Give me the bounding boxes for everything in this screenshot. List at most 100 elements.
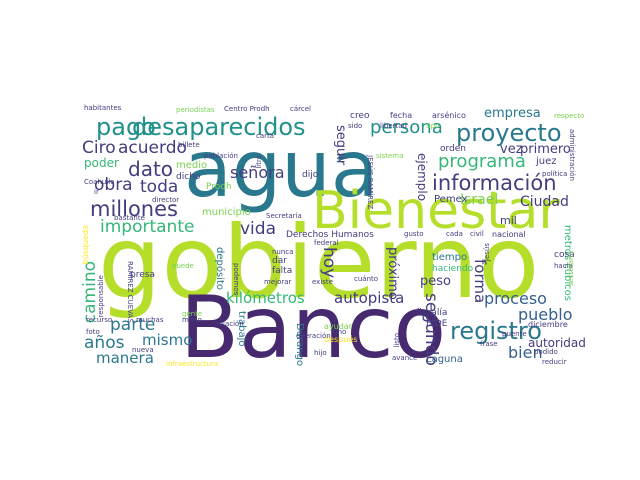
word-responsable: responsable <box>97 275 105 318</box>
word-jesus-ramirez: JESÚS RAMÍREZ <box>366 155 374 210</box>
word-segundo: segundo <box>421 293 441 366</box>
word-podemos: podemos <box>232 263 240 296</box>
word-millones: millones <box>90 197 178 221</box>
word-banco: Banco <box>180 278 447 370</box>
word-litro: litro <box>255 155 263 169</box>
word-orden: orden <box>440 144 467 154</box>
word-gente: gente <box>182 310 203 318</box>
word-agua: agua <box>184 125 379 215</box>
word-derechos-humanos: Derechos Humanos <box>286 230 374 240</box>
word-poblacion: población <box>204 152 238 160</box>
word-acuerdo: acuerdo <box>118 138 187 158</box>
word-hacia: hacia <box>554 262 573 270</box>
word-prodh: Prodh <box>206 182 232 192</box>
word-cuanto: cuánto <box>354 275 379 283</box>
word-parte: parte <box>110 315 156 335</box>
word-diciembre: diciembre <box>528 320 568 329</box>
word-proyecto: proyecto <box>456 119 562 147</box>
word-proximo: próximo <box>385 247 400 300</box>
word-metros-cubicos: metros cúbicos <box>562 225 573 302</box>
word-hoy: hoy <box>319 247 339 279</box>
word-ejemplo: ejemplo <box>415 153 429 202</box>
word-carcel: cárcel <box>290 105 311 113</box>
word-coahuila: Coahuila <box>84 178 115 186</box>
word-seguir: seguir <box>333 125 348 166</box>
word-trabajo: trabajo <box>236 311 247 347</box>
word-hijo: hijo <box>314 349 327 357</box>
word-senora: señora <box>230 163 285 182</box>
word-israel: Israel <box>460 192 499 208</box>
word-forma: forma <box>471 259 489 304</box>
word-haciendo: haciendo <box>432 264 474 274</box>
word-kilometros: kilómetros <box>226 289 305 307</box>
word-respecto: respecto <box>554 112 585 120</box>
word-muchas: muchas <box>136 316 164 324</box>
word-frase: frase <box>480 340 498 348</box>
word-billete: billete <box>178 141 200 149</box>
word-durango: Durango <box>294 323 305 367</box>
word-obra: obra <box>94 175 133 195</box>
word-registro: registro <box>450 317 542 345</box>
word-nueva: nueva <box>132 346 154 354</box>
word-empresa: empresa <box>484 106 541 121</box>
word-relacion: relación <box>216 320 244 328</box>
word-reducir: reducir <box>542 358 567 366</box>
word-autopista: autopista <box>334 289 405 307</box>
word-creo: creo <box>350 111 370 121</box>
word-bienestar: Bienestar <box>312 181 560 241</box>
word-mano: mano <box>182 316 202 324</box>
word-recurso: recurso <box>86 316 113 324</box>
word-dicho: dicho <box>176 172 201 182</box>
word-operacion: operación <box>296 332 331 340</box>
word-centro-prodh: Centro Prodh <box>224 105 270 113</box>
word-gobierno: gobierno <box>98 204 540 321</box>
word-secretaria: Secretaría <box>266 212 302 220</box>
word-federal: federal <box>314 239 339 247</box>
word-municipio: municipio <box>202 207 251 218</box>
word-anos: años <box>84 333 125 353</box>
word-busqueda: búsqueda <box>81 225 90 265</box>
word-laguna: Laguna <box>426 354 463 365</box>
word-cloud: gobierno Banco agua Bienestar desapareci… <box>80 85 590 370</box>
word-puente: puente <box>502 330 527 338</box>
word-mejorar: mejorar <box>264 278 292 286</box>
word-presa: presa <box>130 270 155 280</box>
word-sino: sino <box>332 328 347 336</box>
word-fecha: fecha <box>390 111 413 120</box>
word-infraestructura: infraestructura <box>166 360 219 368</box>
word-ciudad: Ciudad <box>520 194 569 210</box>
word-medio: medio <box>176 160 208 171</box>
word-gusto: gusto <box>404 230 424 238</box>
word-habitantes: habitantes <box>84 104 122 112</box>
word-poder: poder <box>84 156 119 170</box>
word-ir: ir <box>94 188 99 196</box>
word-avance: avance <box>392 354 418 362</box>
word-sido: sido <box>348 122 363 130</box>
word-administracion: administración <box>568 129 576 181</box>
word-despues: después <box>324 335 358 344</box>
word-politica: política <box>542 170 568 178</box>
word-nunca: nunca <box>272 248 294 256</box>
word-foto: foto <box>86 328 100 336</box>
word-informacion: información <box>432 171 557 195</box>
word-dar: dar <box>272 256 287 266</box>
word-persona: persona <box>370 117 443 138</box>
word-pemex: Pemex <box>434 194 468 205</box>
word-manera: manera <box>96 349 154 367</box>
word-libertad: libertad <box>380 122 407 130</box>
word-fiscalia: fiscalía <box>416 308 448 318</box>
word-ramirez-cuevas: RAMÍREZ CUEVAS <box>126 261 134 323</box>
word-civil: civil <box>470 230 484 238</box>
word-ayudar: ayudar <box>324 322 352 331</box>
word-pueblo: pueblo <box>518 305 573 324</box>
word-jesus: Jesús <box>483 243 491 262</box>
word-tipo: tipo <box>426 122 440 130</box>
word-podido: podido <box>534 348 558 356</box>
word-primero: primero <box>520 142 571 157</box>
word-pago: pago <box>96 113 156 141</box>
word-mil: mil <box>500 214 517 227</box>
word-dato: dato <box>128 157 174 181</box>
word-bien: bien <box>508 343 543 362</box>
word-arsenico: arsénico <box>432 111 466 120</box>
word-importante: importante <box>100 217 195 237</box>
